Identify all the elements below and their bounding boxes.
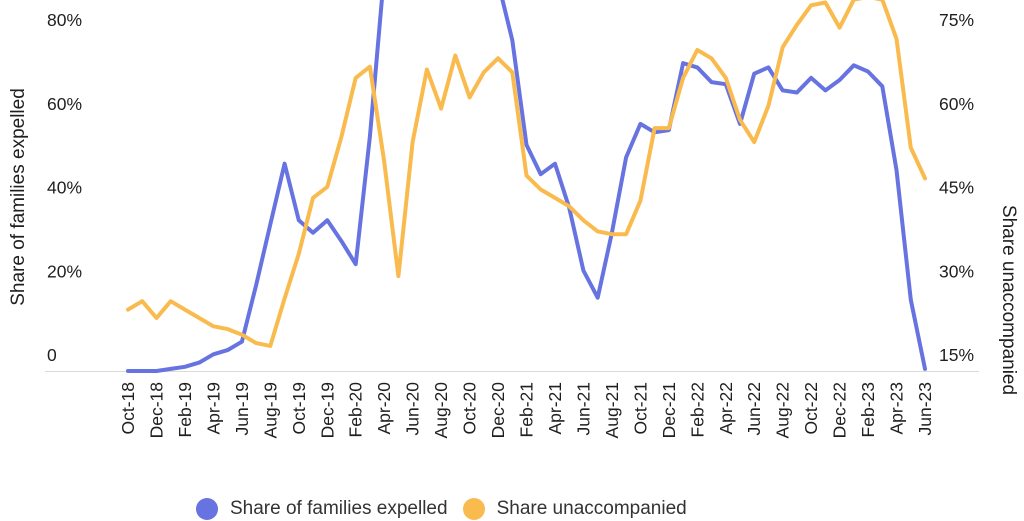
y-axis-left-tick-label: 60%: [47, 94, 82, 114]
legend-item-families-expelled: Share of families expelled: [196, 498, 448, 520]
x-axis-tick-label: Aug-21: [602, 382, 622, 438]
y-axis-left-tick-label: 40%: [47, 178, 82, 198]
y-axis-right-tick-label: 45%: [939, 178, 974, 198]
x-axis-tick-label: Oct-20: [460, 382, 480, 435]
x-axis-tick-label: Feb-19: [175, 382, 195, 437]
x-axis-tick-label: Jun-23: [915, 382, 935, 436]
x-axis-tick-label: Oct-19: [289, 382, 309, 435]
x-axis-tick-label: Dec-18: [146, 382, 166, 438]
x-axis-tick-label: Apr-23: [887, 382, 907, 435]
x-axis-tick-label: Feb-22: [687, 382, 707, 437]
legend: Share of families expelled Share unaccom…: [196, 497, 687, 521]
y-axis-right-tick-label: 60%: [939, 94, 974, 114]
y-axis-left-tick-label: 20%: [47, 261, 82, 281]
x-axis-tick-label: Aug-19: [260, 382, 280, 438]
x-axis-tick-label: Jun-19: [232, 382, 252, 436]
x-axis-tick-label: Feb-23: [858, 382, 878, 437]
x-axis-tick-label: Apr-22: [716, 382, 736, 435]
x-axis-tick-label: Jun-20: [403, 382, 423, 436]
series-line-unaccompanied: [126, 0, 927, 348]
series-line-families-expelled: [126, 0, 927, 373]
y-axis-left-tick-label: 0: [47, 345, 57, 365]
legend-dot-families-expelled-icon: [196, 498, 218, 520]
y-axis-right-tick-label: 30%: [939, 261, 974, 281]
x-axis-tick-label: Jun-22: [744, 382, 764, 436]
y-axis-left-title: Share of families expelled: [8, 88, 29, 306]
x-axis-tick-label: Dec-19: [317, 382, 337, 438]
y-axis-right-tick-label: 75%: [939, 10, 974, 30]
x-axis-tick-label: Aug-22: [773, 382, 793, 438]
x-axis-tick-label: Feb-20: [346, 382, 366, 438]
y-axis-right-tick-label: 15%: [939, 345, 974, 365]
x-axis-tick-label: Dec-21: [659, 382, 679, 438]
legend-label-unaccompanied: Share unaccompanied: [496, 498, 687, 519]
y-axis-right-title: Share unaccompanied: [998, 204, 1019, 396]
x-axis-tick-label: Aug-20: [431, 382, 451, 439]
x-axis-tick-label: Jun-21: [573, 382, 593, 436]
x-axis-tick-label: Oct-18: [118, 382, 138, 435]
legend-item-unaccompanied: Share unaccompanied: [462, 498, 687, 520]
x-axis-tick-label: Oct-21: [630, 382, 650, 435]
x-axis-tick-label: Oct-22: [801, 382, 821, 435]
x-axis-tick-label: Apr-19: [203, 382, 223, 435]
legend-dot-unaccompanied-icon: [462, 498, 485, 520]
y-axis-left-tick-label: 80%: [47, 10, 82, 30]
x-axis-tick-label: Apr-21: [545, 382, 565, 435]
x-axis-tick-label: Apr-20: [374, 382, 394, 435]
x-axis-tick-label: Feb-21: [517, 382, 537, 437]
legend-label-families-expelled: Share of families expelled: [230, 498, 448, 519]
x-axis-tick-label: Dec-22: [830, 382, 850, 438]
x-axis-tick-label: Dec-20: [488, 382, 508, 439]
